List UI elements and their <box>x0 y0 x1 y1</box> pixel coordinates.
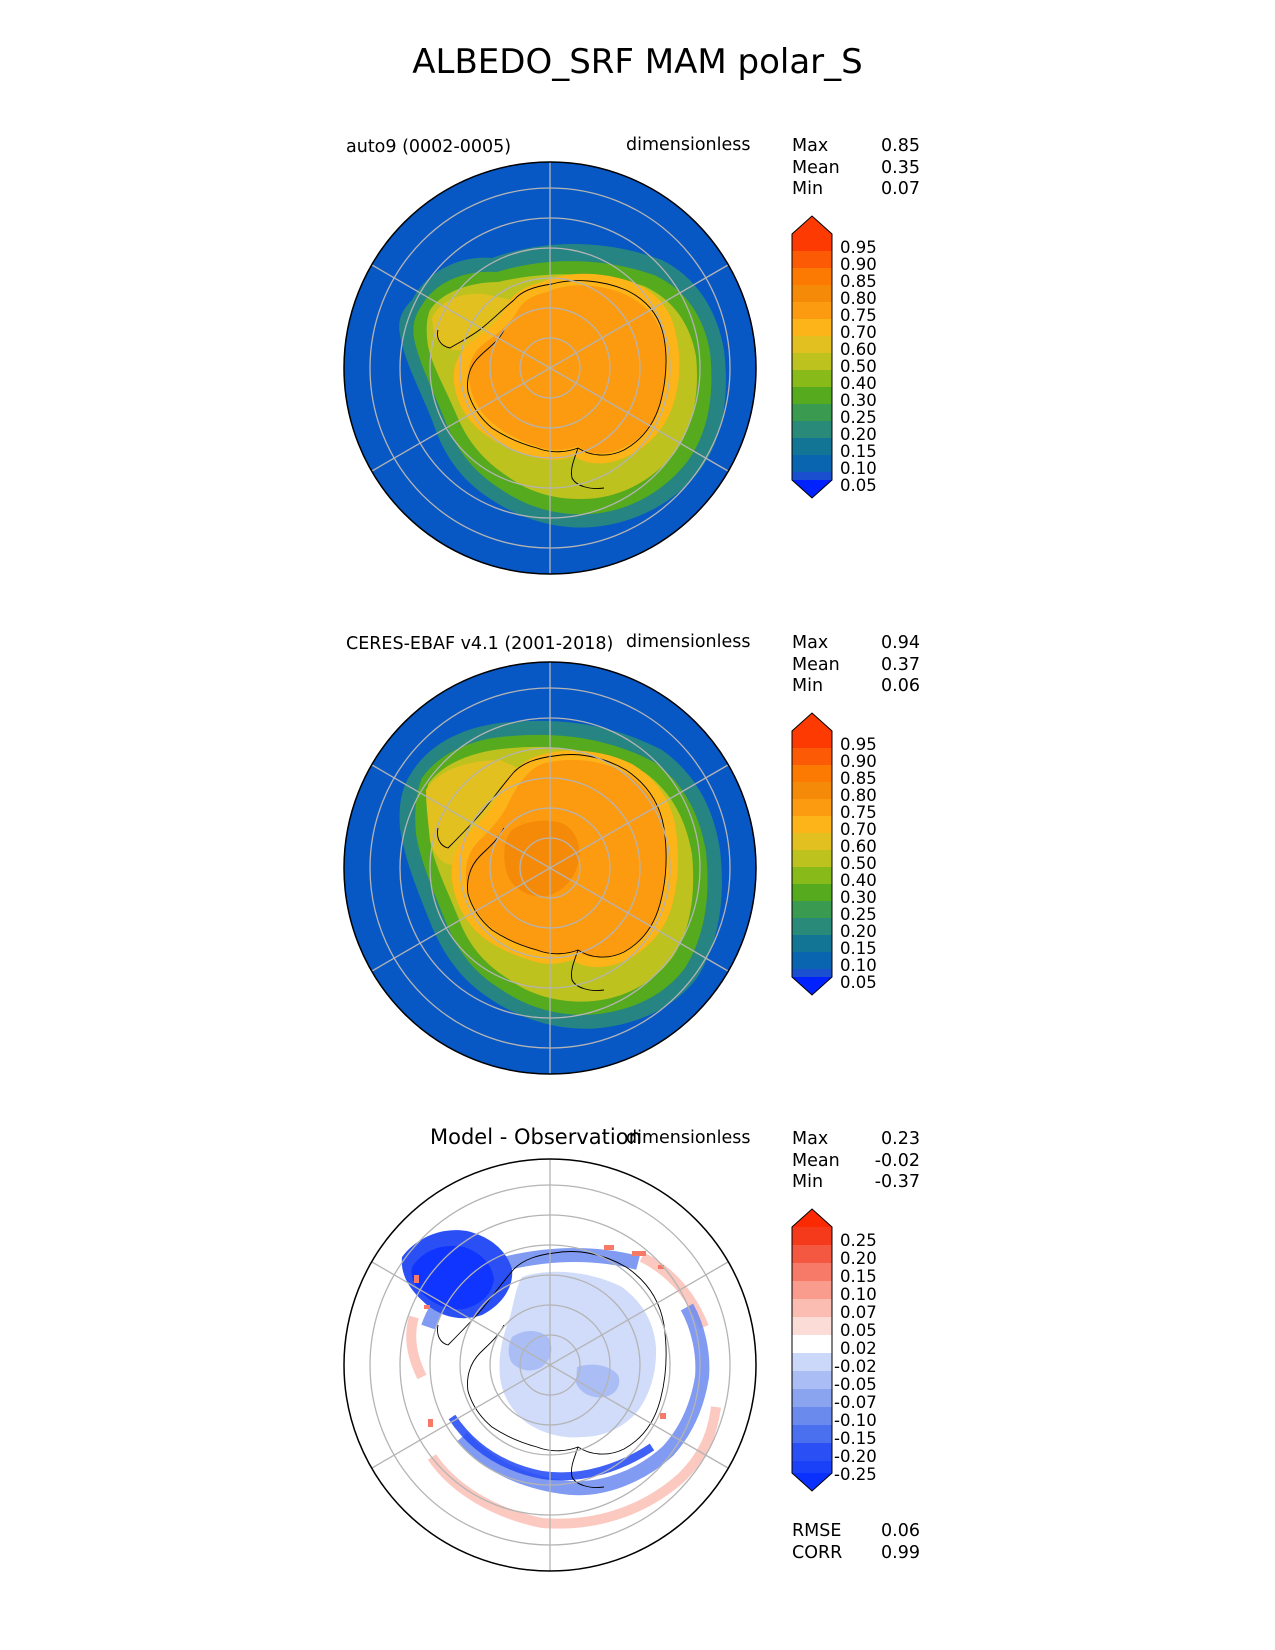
colorbar-label: 0.85 <box>840 272 877 291</box>
colorbar-label: 0.25 <box>840 408 877 427</box>
colorbar-label: 0.07 <box>840 1303 877 1322</box>
stat-min-value: 0.07 <box>881 179 920 199</box>
colorbar-label: 0.05 <box>840 973 877 992</box>
panel-left-label: auto9 (0002-0005) <box>346 137 512 157</box>
stat-max-label: Max <box>792 633 829 653</box>
colorbar-label: 0.02 <box>840 1339 877 1358</box>
rmse-value: 0.06 <box>881 1521 920 1541</box>
stat-mean-value: 0.37 <box>881 654 920 675</box>
stat-min-value: -0.37 <box>874 1172 920 1192</box>
colorbar-label: 0.40 <box>840 871 877 890</box>
stat-mean-label: Mean <box>792 1150 840 1171</box>
stat-min-label: Min <box>792 1172 824 1192</box>
colorbar-label: 0.10 <box>840 1285 877 1304</box>
panel-units: dimensionless <box>626 1128 751 1148</box>
stat-mean-value: -0.02 <box>874 1150 920 1171</box>
polar-map <box>343 1158 757 1572</box>
colorbar-label: 0.05 <box>840 476 877 495</box>
colorbar-label: 0.70 <box>840 820 877 839</box>
corr-value: 0.99 <box>881 1542 920 1563</box>
corr-label: CORR <box>792 1542 843 1563</box>
stats-box: Max 0.85 Mean 0.35 Min 0.07 <box>792 136 920 201</box>
figure-title: ALBEDO_SRF MAM polar_S <box>412 42 863 82</box>
stat-max-value: 0.85 <box>881 136 920 156</box>
colorbar-label: 0.50 <box>840 854 877 873</box>
colorbar-swatches <box>792 713 832 995</box>
colorbar-label: 0.90 <box>840 752 877 771</box>
colorbar-label: 0.10 <box>840 459 877 478</box>
stat-mean-value: 0.35 <box>881 157 920 178</box>
colorbar-label: 0.30 <box>840 391 877 410</box>
colorbar-label: 0.95 <box>840 238 877 257</box>
colorbar-label: 0.20 <box>840 425 877 444</box>
metrics-box: RMSE 0.06 CORR 0.99 <box>792 1521 920 1564</box>
colorbar-label: 0.15 <box>840 1267 877 1286</box>
stats-box: Max 0.94 Mean 0.37 Min 0.06 <box>792 633 920 698</box>
colorbar-swatches <box>792 216 832 498</box>
panel-test: auto9 (0002-0005) dimensionless Max 0.85 … <box>0 120 1275 590</box>
rmse-label: RMSE <box>792 1521 842 1541</box>
panel-title: Model - Observation <box>430 1125 642 1149</box>
colorbar-label: 0.85 <box>840 769 877 788</box>
colorbar-label: 0.05 <box>840 1321 877 1340</box>
colorbar: 0.25 0.20 0.15 0.10 0.07 0.05 0.02 -0.02… <box>791 1208 877 1492</box>
stat-max-value: 0.94 <box>881 633 920 653</box>
stat-max-value: 0.23 <box>881 1129 920 1149</box>
stat-max-label: Max <box>792 1129 829 1149</box>
colorbar-label: 0.20 <box>840 1249 877 1268</box>
colorbar-label: -0.07 <box>834 1393 877 1412</box>
colorbar-label: 0.30 <box>840 888 877 907</box>
colorbar-label: 0.15 <box>840 939 877 958</box>
stat-mean-label: Mean <box>792 654 840 675</box>
colorbar-label: 0.60 <box>840 340 877 359</box>
stat-mean-label: Mean <box>792 157 840 178</box>
colorbar-label: 0.50 <box>840 357 877 376</box>
stat-min-value: 0.06 <box>881 676 920 696</box>
colorbar-label: 0.25 <box>840 1231 877 1250</box>
colorbar-label: 0.80 <box>840 786 877 805</box>
polar-map <box>343 661 757 1075</box>
colorbar-label: 0.15 <box>840 442 877 461</box>
colorbar-label: -0.05 <box>834 1375 877 1394</box>
colorbar-label: 0.95 <box>840 735 877 754</box>
panel-difference: Model - Observation dimensionless Max 0.2… <box>0 1113 1275 1643</box>
panel-units: dimensionless <box>626 135 751 155</box>
panel-left-label: CERES-EBAF v4.1 (2001-2018) <box>346 634 614 654</box>
colorbar-label: -0.10 <box>834 1411 877 1430</box>
colorbar-label: 0.40 <box>840 374 877 393</box>
panel-reference: CERES-EBAF v4.1 (2001-2018) dimensionles… <box>0 617 1275 1087</box>
colorbar-label: -0.02 <box>834 1357 877 1376</box>
stat-max-label: Max <box>792 136 829 156</box>
colorbar-label: -0.25 <box>834 1465 877 1484</box>
colorbar-label: 0.60 <box>840 837 877 856</box>
panel-units: dimensionless <box>626 632 751 652</box>
colorbar: 0.95 0.90 0.85 0.80 0.75 0.70 0.60 0.50 … <box>791 215 877 499</box>
colorbar-label: -0.15 <box>834 1429 877 1448</box>
colorbar-label: 0.75 <box>840 803 877 822</box>
stat-min-label: Min <box>792 179 824 199</box>
colorbar: 0.95 0.90 0.85 0.80 0.75 0.70 0.60 0.50 … <box>791 712 877 996</box>
colorbar-label: 0.75 <box>840 306 877 325</box>
colorbar-swatches <box>792 1209 832 1491</box>
colorbar-label: 0.20 <box>840 922 877 941</box>
colorbar-label: -0.20 <box>834 1447 877 1466</box>
colorbar-label: 0.70 <box>840 323 877 342</box>
stat-min-label: Min <box>792 676 824 696</box>
colorbar-label: 0.80 <box>840 289 877 308</box>
colorbar-label: 0.90 <box>840 255 877 274</box>
colorbar-label: 0.10 <box>840 956 877 975</box>
colorbar-label: 0.25 <box>840 905 877 924</box>
stats-box: Max 0.23 Mean -0.02 Min -0.37 <box>792 1129 920 1194</box>
polar-map <box>343 161 757 575</box>
